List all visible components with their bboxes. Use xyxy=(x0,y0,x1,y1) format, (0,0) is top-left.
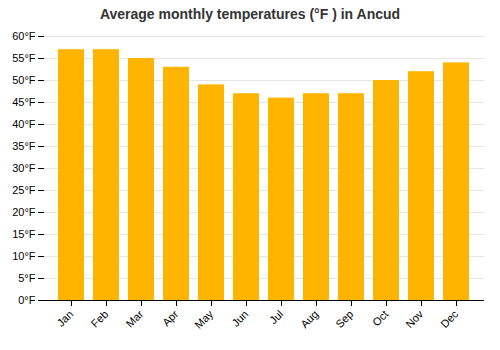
svg-text:Sep: Sep xyxy=(333,308,355,330)
svg-text:45°F: 45°F xyxy=(12,96,36,108)
svg-text:May: May xyxy=(192,307,216,331)
svg-text:35°F: 35°F xyxy=(12,140,36,152)
svg-text:Oct: Oct xyxy=(370,308,391,329)
html-text:Average monthly temperatures (: Average monthly temperatures (°F ) in An… xyxy=(99,6,401,22)
svg-text:Mar: Mar xyxy=(124,308,146,330)
svg-text:Jun: Jun xyxy=(229,308,250,329)
svg-text:40°F: 40°F xyxy=(12,118,36,130)
svg-text:Jul: Jul xyxy=(267,308,285,326)
svg-text:Aug: Aug xyxy=(298,308,320,330)
svg-text:55°F: 55°F xyxy=(12,52,36,64)
svg-text:Feb: Feb xyxy=(89,308,111,330)
svg-text:Nov: Nov xyxy=(403,307,426,330)
svg-text:60°F: 60°F xyxy=(12,30,36,42)
svg-text:0°F: 0°F xyxy=(18,294,36,306)
svg-text:50°F: 50°F xyxy=(12,74,36,86)
svg-text:Jan: Jan xyxy=(54,308,75,329)
svg-text:Dec: Dec xyxy=(438,307,461,330)
svg-text:Apr: Apr xyxy=(160,308,181,329)
svg-text:30°F: 30°F xyxy=(12,162,36,174)
svg-text:5°F: 5°F xyxy=(18,272,36,284)
svg-text:25°F: 25°F xyxy=(12,184,36,196)
svg-text:10°F: 10°F xyxy=(12,250,36,262)
svg-text:20°F: 20°F xyxy=(12,206,36,218)
svg-text:15°F: 15°F xyxy=(12,228,36,240)
